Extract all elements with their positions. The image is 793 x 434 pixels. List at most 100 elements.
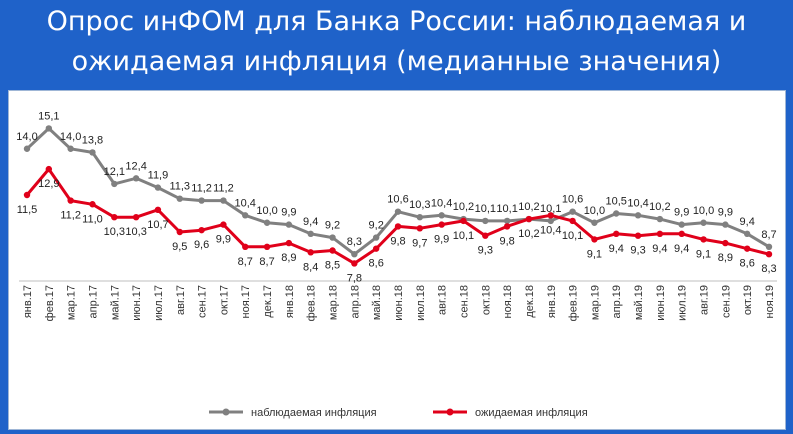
expected-point [372,245,380,252]
observed-point [45,125,53,132]
expected-point [678,230,685,238]
expected-data-label: 9,7 [412,237,427,249]
observed-data-label: 10,2 [649,201,670,213]
expected-data-label: 9,1 [696,248,711,260]
chart-panel: янв.17 фев.17 мар.17 апр.17 май.17 июн.17 июл.… [8,90,786,430]
observed-point [656,215,664,223]
x-tick-label: мар.17 [66,285,78,320]
x-tick-label: ноя.17 [240,285,252,318]
expected-data-label: 9,5 [172,241,187,253]
expected-data-label: 10,2 [518,228,539,240]
observed-point [547,217,554,225]
expected-point [263,243,271,250]
observed-data-label: 9,9 [281,207,296,219]
x-tick-label: апр.18 [349,285,361,318]
observed-point [613,210,620,217]
expected-point [176,228,183,236]
expected-data-label: 9,3 [478,245,493,257]
observed-point [743,230,751,238]
observed-point [591,219,598,226]
observed-point [132,175,140,182]
expected-data-label: 7,8 [347,272,362,284]
page-title: Опрос инФОМ для Банка России: наблюдаема… [0,2,793,82]
expected-point [460,217,467,225]
x-tick-label: июл.17 [153,285,165,321]
expected-data-label: 11,5 [17,204,38,216]
x-tick-label: июл.18 [415,285,427,321]
expected-point [242,243,249,250]
observed-point [23,145,31,152]
observed-point [329,234,336,241]
expected-data-label: 10,4 [540,224,561,236]
x-tick-label: авг.17 [175,285,187,315]
expected-data-label: 8,4 [303,261,318,273]
observed-data-label: 10,1 [496,203,517,215]
expected-data-label: 9,9 [434,234,449,246]
observed-point [503,217,511,225]
expected-point [525,215,533,223]
expected-data-label: 8,6 [740,258,755,270]
observed-point [372,234,380,241]
expected-point [503,223,511,230]
expected-data-label: 9,6 [194,239,209,251]
expected-data-label: 8,3 [761,263,776,275]
expected-data-label: 10,1 [453,230,474,242]
legend-expected-marker [446,408,454,416]
expected-point [613,230,620,238]
observed-point [416,214,424,221]
observed-data-label: 9,2 [369,220,384,232]
observed-data-label: 15,1 [38,110,59,122]
observed-point [220,197,227,204]
observed-point [634,212,642,219]
expected-point [547,212,554,219]
observed-point [89,149,96,156]
expected-point [329,247,336,254]
title-line-1: Опрос инФОМ для Банка России: наблюдаема… [46,6,747,37]
x-tick-label: май.17 [109,285,121,320]
observed-point [678,221,685,228]
observed-data-label: 10,4 [431,197,452,209]
expected-point [416,225,424,232]
observed-data-label: 10,0 [693,205,714,217]
observed-data-label: 8,3 [347,236,362,248]
observed-point [198,197,205,204]
expected-data-label: 8,6 [369,258,384,270]
observed-point [722,221,729,228]
expected-data-label: 9,8 [390,235,405,247]
observed-data-label: 11,2 [191,183,212,195]
observed-data-label: 10,2 [518,201,539,213]
expected-point [67,197,74,204]
observed-point [307,230,314,238]
legend-expected-label: ожидаемая инфляция [475,407,588,419]
observed-point [154,184,162,191]
expected-data-label: 10,1 [562,230,583,242]
legend-observed-marker [222,408,230,416]
observed-data-label: 10,4 [235,197,256,209]
header-banner: Опрос инФОМ для Банка России: наблюдаема… [0,0,793,88]
observed-data-label: 9,4 [303,216,318,228]
expected-point [132,214,140,221]
x-tick-label: мар.18 [328,285,340,320]
title-line-2: ожидаемая инфляция (медианные значения) [71,46,722,77]
observed-data-label: 9,4 [740,216,755,228]
observed-point [242,212,249,219]
expected-point [700,236,707,243]
x-tick-label: апр.17 [87,285,99,318]
x-tick-label: июл.19 [677,285,689,321]
observed-data-label: 12,4 [125,160,146,172]
x-tick-label: дек.18 [524,285,536,318]
expected-data-label: 9,4 [652,243,667,255]
observed-data-label: 13,8 [82,134,103,146]
inflation-line-chart: янв.17 фев.17 мар.17 апр.17 май.17 июн.17 июл.… [16,110,777,419]
expected-point [45,165,53,173]
observed-data-label: 10,6 [562,194,583,206]
x-tick-label: сен.17 [197,285,209,318]
expected-data-label: 12,9 [38,178,59,190]
observed-data-label: 11,3 [169,181,190,193]
expected-data-label: 9,4 [674,243,689,255]
observed-point [438,212,445,219]
expected-data-label: 10,3 [104,226,125,238]
observed-point [700,219,707,226]
expected-point [394,223,402,230]
observed-point [765,243,773,250]
